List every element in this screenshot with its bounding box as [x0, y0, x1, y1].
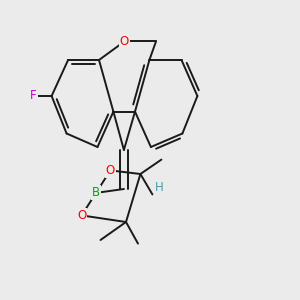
- Text: O: O: [106, 164, 115, 177]
- Text: B: B: [92, 186, 100, 200]
- Text: O: O: [77, 209, 86, 222]
- Text: O: O: [120, 35, 129, 48]
- Text: H: H: [154, 181, 164, 194]
- Text: F: F: [30, 89, 37, 103]
